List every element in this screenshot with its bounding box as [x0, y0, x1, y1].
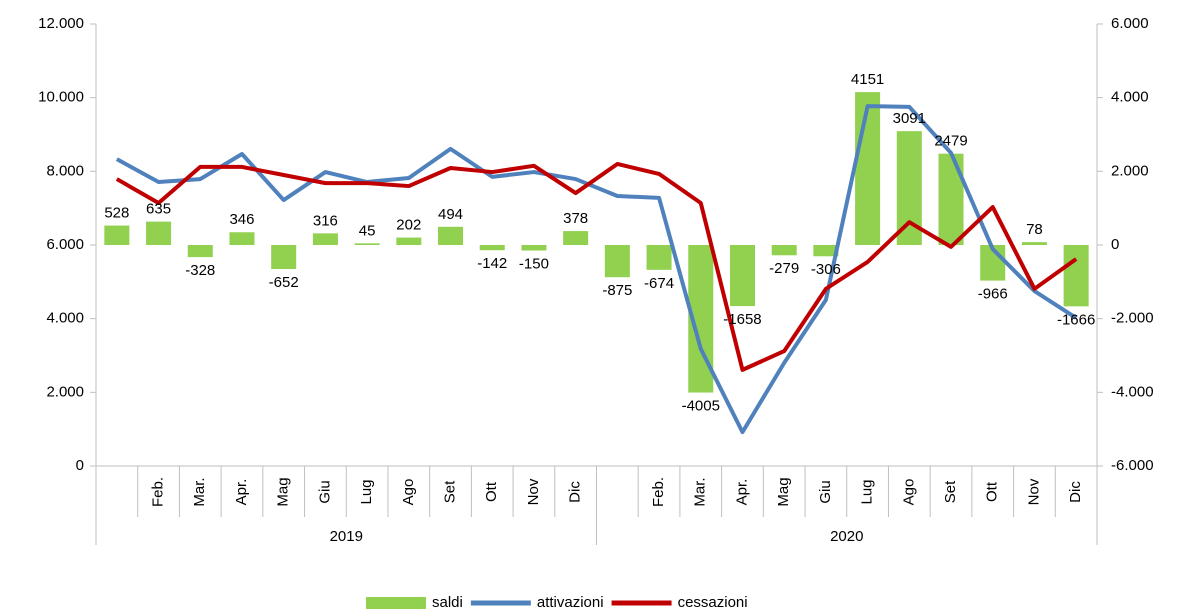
line — [115, 104, 1078, 435]
x-tick-label: Dic — [1067, 481, 1084, 503]
bar — [146, 221, 172, 245]
data-label: 4151 — [851, 71, 884, 88]
bar — [479, 245, 505, 251]
data-label: -4005 — [682, 397, 720, 414]
data-label: 346 — [229, 211, 254, 228]
bar — [354, 243, 380, 245]
x-tick-label: Ago — [900, 479, 917, 506]
legend-label: attivazioni — [537, 594, 604, 611]
data-label: -142 — [477, 255, 507, 272]
bar — [438, 226, 464, 245]
legend: saldi attivazioni cessazioni — [366, 594, 748, 611]
data-label: -150 — [519, 255, 549, 272]
y-tick-label: 12.000 — [38, 15, 84, 32]
bar — [813, 245, 839, 257]
x-tick-label: Feb. — [650, 477, 667, 507]
data-label: -674 — [644, 275, 674, 292]
x-tick-label: Ago — [400, 479, 417, 506]
x-tick-label: Ott — [984, 481, 1001, 502]
data-label: 378 — [563, 210, 588, 227]
legend-swatch — [366, 597, 426, 609]
bar — [855, 92, 881, 246]
data-label: -1658 — [723, 311, 761, 328]
y2-tick-label: -6.000 — [1111, 457, 1154, 474]
bar — [104, 225, 130, 245]
y-tick-label: 4.000 — [46, 310, 84, 327]
x-tick-label: Ott — [483, 481, 500, 502]
data-label: -652 — [269, 274, 299, 291]
bar — [312, 233, 338, 245]
y-tick-label: 2.000 — [46, 383, 84, 400]
bar — [646, 245, 672, 270]
bar — [229, 232, 255, 245]
data-label: 202 — [396, 217, 421, 234]
data-label: -1666 — [1057, 311, 1095, 328]
y-tick-label: 10.000 — [38, 89, 84, 106]
bar — [729, 245, 755, 307]
bar — [938, 153, 964, 245]
x-tick-label: Lug — [358, 479, 375, 504]
data-label: 528 — [104, 205, 129, 222]
x-tick-label: Feb. — [150, 477, 167, 507]
year-label: 2020 — [830, 528, 863, 545]
x-tick-label: Apr. — [733, 479, 750, 506]
x-tick-label: Nov — [525, 478, 542, 505]
year-label: 2019 — [330, 528, 363, 545]
data-label: -279 — [769, 260, 799, 277]
x-tick-label: Giu — [817, 480, 834, 503]
data-label: 2479 — [934, 133, 967, 150]
legend-label: cessazioni — [678, 594, 748, 611]
bar — [396, 237, 422, 245]
x-tick-label: Apr. — [233, 479, 250, 506]
bar — [187, 245, 213, 258]
x-tick-label: Giu — [316, 480, 333, 503]
y-tick-label: 8.000 — [46, 162, 84, 179]
x-tick-label: Dic — [567, 481, 584, 503]
bar — [271, 245, 297, 270]
legend-label: saldi — [432, 594, 463, 611]
y2-tick-label: 4.000 — [1111, 89, 1149, 106]
y2-tick-label: 0 — [1111, 236, 1119, 253]
x-tick-label: Mar. — [692, 477, 709, 506]
data-label: -328 — [185, 262, 215, 279]
data-label: -875 — [602, 282, 632, 299]
x-tick-label: Mag — [775, 477, 792, 506]
data-label: 316 — [313, 212, 338, 229]
bar — [521, 245, 547, 251]
y2-tick-label: 6.000 — [1111, 15, 1149, 32]
y2-tick-label: -4.000 — [1111, 383, 1154, 400]
x-tick-label: Mag — [275, 477, 292, 506]
x-tick-label: Nov — [1025, 478, 1042, 505]
data-label: 45 — [359, 222, 376, 239]
x-tick-label: Set — [441, 480, 458, 503]
y-tick-label: 0 — [76, 457, 84, 474]
y-tick-label: 6.000 — [46, 236, 84, 253]
x-tick-label: Lug — [859, 479, 876, 504]
bar — [1063, 245, 1089, 307]
bar — [563, 231, 589, 245]
bar — [771, 245, 797, 256]
y2-tick-label: -2.000 — [1111, 310, 1154, 327]
y2-tick-label: 2.000 — [1111, 162, 1149, 179]
bar — [604, 245, 630, 278]
data-label: 3091 — [893, 110, 926, 127]
line — [115, 161, 1078, 372]
data-label: -306 — [811, 261, 841, 278]
data-label: 78 — [1026, 221, 1043, 238]
x-tick-label: Set — [942, 480, 959, 503]
data-label: -966 — [978, 286, 1008, 303]
data-label: 494 — [438, 206, 463, 223]
x-tick-label: Mar. — [191, 477, 208, 506]
data-label: 635 — [146, 201, 171, 218]
bar — [1021, 242, 1047, 245]
